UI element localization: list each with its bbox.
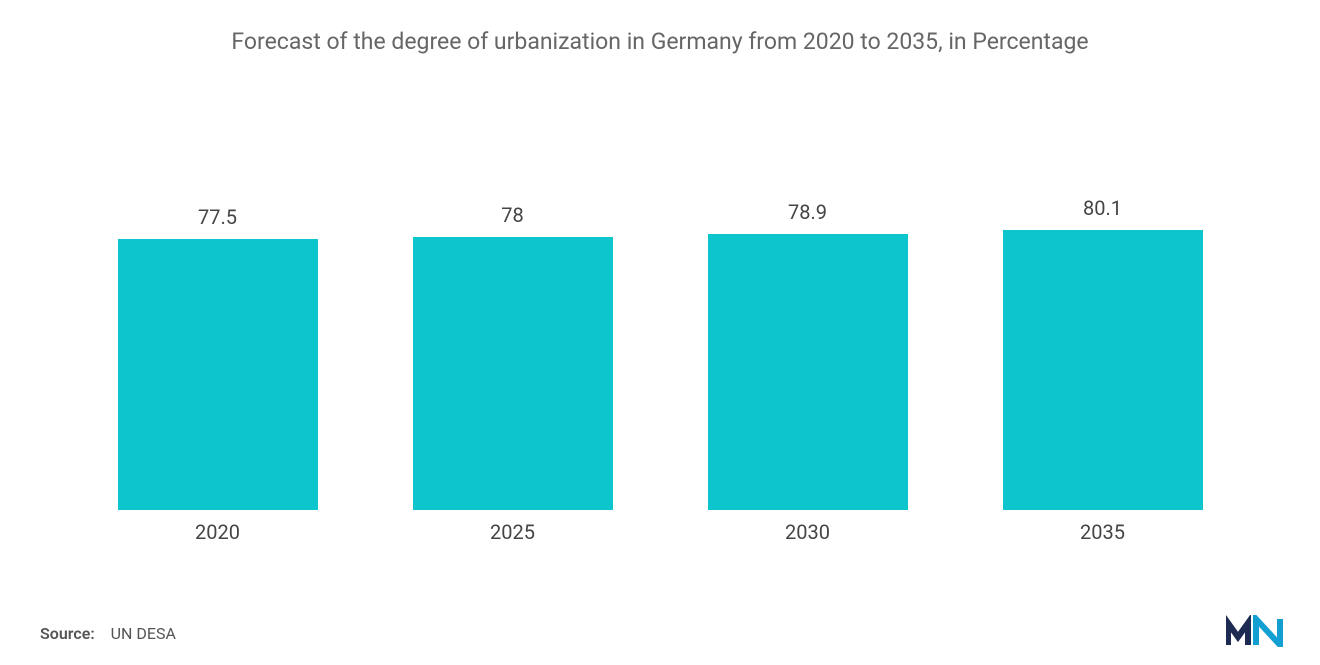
bar [118, 239, 318, 510]
source-attribution: Source: UN DESA [40, 624, 176, 643]
bar-value-label: 78 [501, 203, 523, 227]
brand-logo-icon [1226, 615, 1284, 647]
bar-group: 78 [413, 203, 613, 510]
bar-group: 77.5 [118, 205, 318, 510]
plot-area: 77.5 78 78.9 80.1 [40, 115, 1280, 510]
bar-value-label: 77.5 [198, 205, 237, 229]
logo-m-stroke [1228, 623, 1248, 645]
chart-container: Forecast of the degree of urbanization i… [0, 0, 1320, 665]
bar-value-label: 78.9 [788, 200, 827, 224]
x-axis-label: 2025 [413, 520, 613, 544]
logo-n-stroke [1256, 619, 1280, 645]
bar-group: 80.1 [1003, 196, 1203, 510]
bar-value-label: 80.1 [1083, 196, 1122, 220]
x-axis-label: 2030 [708, 520, 908, 544]
source-value: UN DESA [111, 624, 176, 643]
x-axis-label: 2035 [1003, 520, 1203, 544]
bar [708, 234, 908, 510]
bar-group: 78.9 [708, 200, 908, 510]
source-label: Source: [40, 624, 95, 643]
bar [1003, 230, 1203, 510]
bar [413, 237, 613, 510]
x-axis-labels: 2020 2025 2030 2035 [40, 510, 1280, 544]
chart-title: Forecast of the degree of urbanization i… [40, 20, 1280, 115]
x-axis-label: 2020 [118, 520, 318, 544]
